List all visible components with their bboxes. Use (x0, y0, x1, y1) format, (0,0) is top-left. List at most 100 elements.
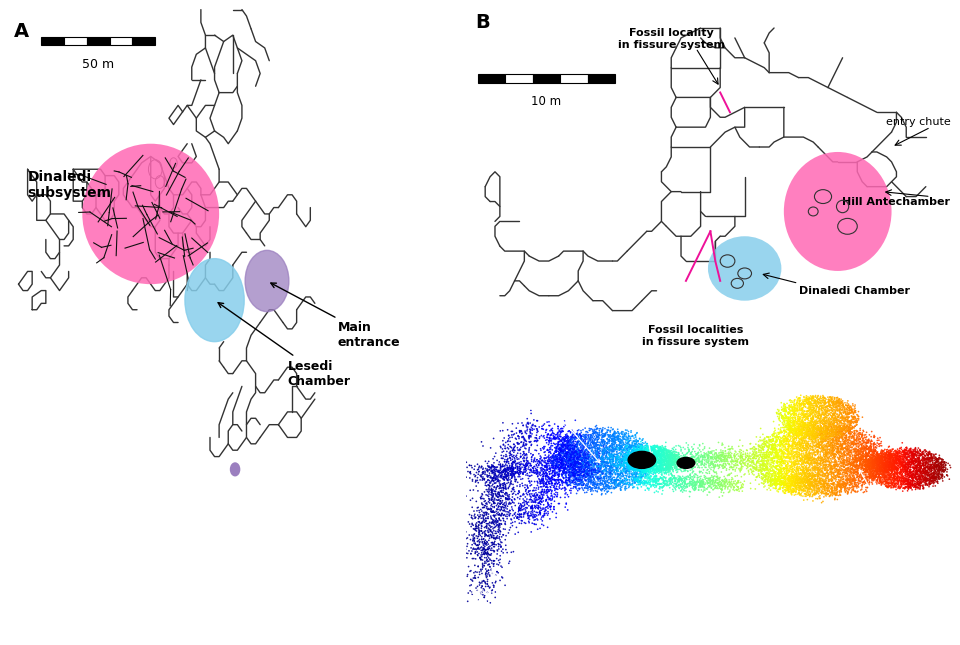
Point (892, 473, 907, 483)
Point (810, 390, 826, 401)
Point (828, 401, 844, 412)
Point (783, 425, 799, 435)
Point (616, 466, 632, 476)
Point (567, 446, 583, 456)
Point (613, 466, 629, 477)
Point (562, 467, 577, 477)
Point (856, 473, 872, 484)
Point (626, 461, 641, 471)
Point (830, 453, 846, 464)
Point (705, 446, 720, 456)
Point (659, 464, 674, 475)
Point (802, 393, 817, 404)
Point (924, 464, 939, 475)
Point (563, 441, 578, 451)
Point (726, 483, 741, 493)
Point (818, 473, 833, 483)
Point (542, 436, 558, 446)
Point (813, 424, 828, 435)
Point (774, 439, 789, 449)
Point (591, 457, 607, 468)
Point (595, 442, 611, 452)
Point (912, 464, 927, 475)
Point (805, 469, 821, 479)
Point (539, 453, 554, 463)
Point (797, 432, 812, 442)
Point (902, 465, 918, 475)
Point (492, 519, 507, 530)
Point (772, 432, 787, 442)
Point (578, 462, 593, 472)
Point (896, 462, 911, 473)
Point (567, 449, 583, 459)
Point (648, 455, 663, 465)
Point (794, 470, 809, 481)
Point (841, 437, 856, 447)
Point (522, 458, 538, 468)
Point (788, 429, 804, 439)
Point (671, 473, 686, 484)
Point (876, 451, 891, 462)
Point (921, 452, 936, 462)
Point (827, 396, 842, 406)
Point (476, 543, 492, 553)
Point (926, 451, 942, 461)
Point (847, 479, 862, 490)
Point (624, 461, 639, 471)
Point (487, 497, 502, 508)
Point (627, 444, 642, 455)
Point (562, 426, 577, 436)
Point (596, 448, 612, 459)
Point (805, 426, 821, 436)
Point (834, 422, 850, 433)
Point (904, 476, 920, 486)
Point (768, 466, 783, 477)
Point (836, 467, 852, 477)
Point (840, 458, 855, 468)
Point (791, 422, 806, 433)
Point (689, 459, 705, 469)
Point (813, 475, 828, 486)
Point (876, 471, 892, 481)
Point (868, 464, 883, 474)
Point (895, 465, 910, 475)
Point (585, 449, 600, 459)
Point (845, 450, 860, 461)
Point (588, 482, 604, 493)
Point (819, 410, 834, 421)
Point (861, 454, 876, 464)
Point (627, 445, 642, 455)
Point (635, 477, 650, 487)
Point (518, 420, 534, 430)
Point (640, 448, 656, 458)
Point (549, 433, 564, 444)
Point (852, 432, 867, 442)
Point (907, 479, 923, 489)
Point (509, 453, 524, 463)
Point (794, 446, 809, 457)
Point (744, 465, 759, 475)
Point (493, 453, 509, 463)
Point (818, 470, 833, 481)
Point (566, 457, 582, 468)
Point (588, 451, 604, 462)
Point (779, 435, 794, 445)
Point (913, 467, 928, 477)
Point (634, 456, 649, 466)
Point (862, 455, 877, 466)
Circle shape (245, 250, 289, 312)
Point (755, 466, 770, 476)
Point (588, 440, 603, 450)
Point (617, 430, 633, 440)
Point (811, 429, 827, 439)
Point (860, 444, 876, 455)
Point (895, 477, 910, 487)
Point (769, 486, 784, 496)
Point (829, 398, 845, 408)
Point (777, 402, 792, 412)
Point (871, 452, 886, 462)
Point (787, 485, 803, 495)
Point (475, 528, 491, 538)
Point (497, 483, 513, 493)
Point (878, 455, 894, 465)
